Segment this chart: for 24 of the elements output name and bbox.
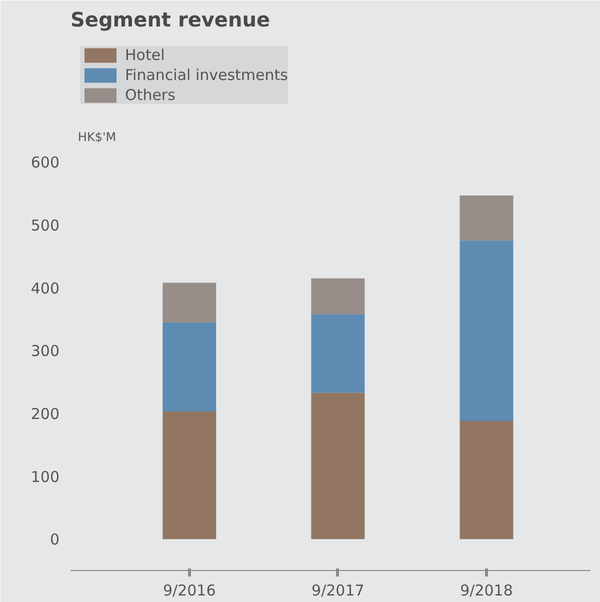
y-tick-label: 600 xyxy=(30,154,60,172)
y-tick-label: 300 xyxy=(30,342,60,360)
legend-label: Hotel xyxy=(125,46,165,64)
bar xyxy=(460,240,514,421)
x-tick-label: 9/2016 xyxy=(162,582,216,600)
bar xyxy=(162,412,216,540)
bar xyxy=(311,278,365,314)
x-tick-label: 9/2017 xyxy=(312,582,364,600)
y-tick-label: 400 xyxy=(30,279,60,298)
bar xyxy=(311,314,365,393)
y-tick-label: 0 xyxy=(50,530,60,549)
bar xyxy=(162,322,216,412)
legend-label: Financial investments xyxy=(125,66,288,84)
chart-title: Segment revenue xyxy=(70,8,270,32)
x-tick-label: 9/2018 xyxy=(460,582,513,600)
y-axis-title: HK$'M xyxy=(78,130,116,144)
y-tick-label: 200 xyxy=(30,404,60,423)
bar xyxy=(460,195,514,241)
y-tick-label: 100 xyxy=(30,468,60,486)
bar xyxy=(460,420,514,540)
bar xyxy=(311,392,365,540)
y-tick-label: 500 xyxy=(30,216,60,234)
legend-label: Others xyxy=(125,86,176,104)
bar xyxy=(162,282,216,322)
